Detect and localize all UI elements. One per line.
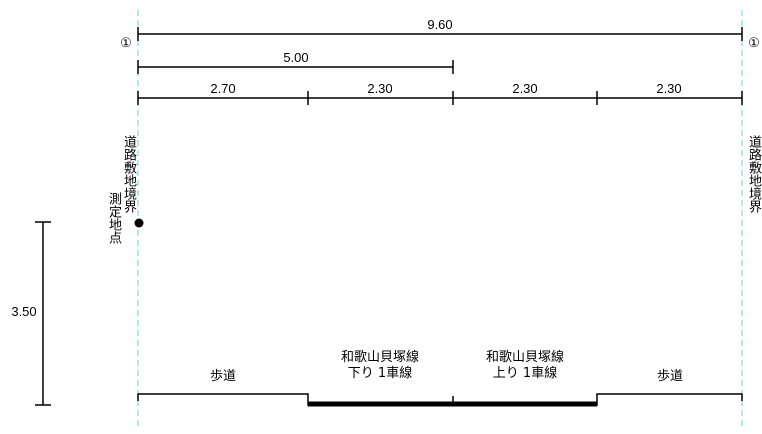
lane-up-label: 和歌山貝塚線 上り 1車線 [465,350,585,382]
dimension-total-label: 9.60 [427,17,452,32]
lane-down-name: 和歌山貝塚線 [340,350,419,365]
marker-left: ① [120,35,132,50]
lane-up-name: 和歌山貝塚線 [485,350,564,365]
dimension-height: 3.50 [11,221,51,406]
road-surface-profile [137,393,743,407]
left-boundary-label: 道路敷地境界 [121,135,136,213]
lane-down-label: 和歌山貝塚線 下り 1車線 [320,350,440,382]
marker-right: ① [748,35,760,50]
segment-label-4: 2.30 [656,81,681,96]
right-boundary-label: 道路敷地境界 [746,135,761,213]
lane-up-direction: 上り 1車線 [492,366,558,381]
dimension-total: 9.60 [137,17,743,41]
measurement-point-dot [134,218,144,228]
segment-label-1: 2.70 [210,81,235,96]
dimension-segments: 2.70 2.30 2.30 2.30 [137,81,743,105]
measurement-point-label: 測定地点 [106,192,121,244]
dimension-partial: 5.00 [137,50,454,74]
dimension-height-label: 3.50 [11,304,36,319]
segment-label-2: 2.30 [367,81,392,96]
sidewalk-left-label: 歩道 [209,369,236,384]
sidewalk-right-label: 歩道 [656,369,683,384]
lane-down-direction: 下り 1車線 [347,366,413,381]
segment-label-3: 2.30 [512,81,537,96]
dimension-partial-label: 5.00 [283,50,308,65]
